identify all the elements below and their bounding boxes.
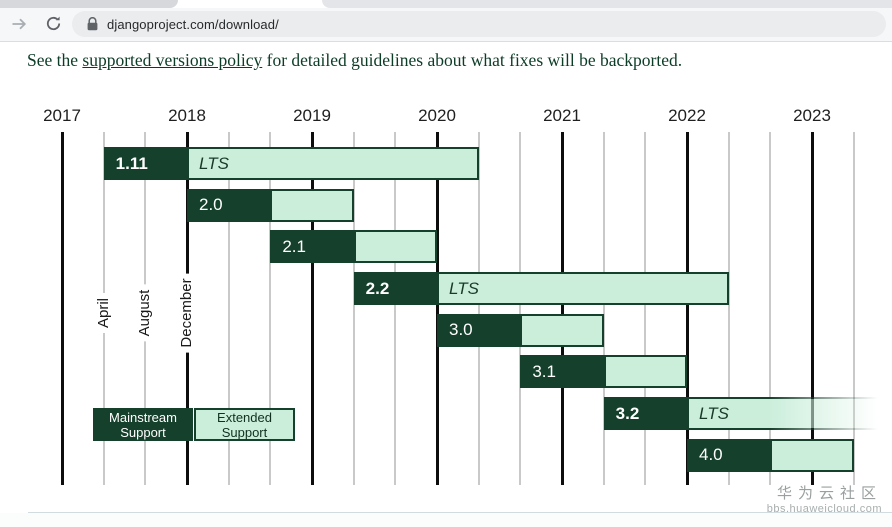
gridline-year	[60, 132, 64, 485]
lts-label: LTS	[199, 153, 229, 173]
extended-bar-4.0	[770, 438, 854, 472]
extended-bar-3.2: LTS	[687, 397, 892, 431]
gridline-minor	[394, 132, 397, 485]
intro-suffix: for detailed guidelines about what fixes…	[262, 50, 683, 70]
version-label: 3.0	[449, 320, 473, 340]
mainstream-bar-3.1: 3.1	[520, 355, 604, 389]
month-label: December	[178, 273, 196, 353]
inactive-tab-left[interactable]	[0, 0, 178, 8]
extended-bar-2.0	[270, 188, 354, 222]
version-label: 4.0	[699, 445, 723, 465]
year-label: 2022	[668, 106, 706, 125]
mainstream-bar-2.2: 2.2	[353, 272, 437, 305]
mainstream-bar-4.0: 4.0	[687, 438, 771, 472]
gridline-year	[560, 132, 564, 485]
mainstream-bar-2.1: 2.1	[270, 230, 354, 264]
mainstream-bar-2.0: 2.0	[187, 188, 271, 222]
extended-bar-3.1	[603, 355, 687, 389]
gridline-minor	[769, 132, 772, 485]
browser-toolbar: djangoproject.com/download/	[0, 8, 892, 42]
extended-bar-2.1	[353, 230, 437, 264]
version-label: 2.1	[282, 236, 306, 256]
gridline-minor	[602, 132, 605, 485]
watermark-title: 华为云社区	[776, 485, 882, 502]
intro-text: See the supported versions policy for de…	[27, 50, 682, 71]
gridline-minor	[352, 132, 355, 485]
gridline-minor	[477, 132, 480, 485]
url-text: djangoproject.com/download/	[107, 16, 279, 32]
year-label: 2023	[793, 106, 831, 125]
chart-legend: Mainstream Support Extended Support	[93, 408, 295, 441]
version-label: 3.1	[532, 361, 556, 381]
url-bar[interactable]: djangoproject.com/download/	[72, 11, 886, 37]
extended-bar-3.0	[520, 313, 604, 347]
watermark: 华为云社区 bbs.huaweicloud.com	[767, 484, 882, 516]
gridline-year	[310, 132, 314, 485]
gridline-minor	[227, 132, 230, 485]
version-label: 3.2	[615, 403, 640, 423]
mainstream-bar-3.2: 3.2	[603, 397, 687, 431]
year-label: 2019	[293, 106, 331, 125]
year-label: 2017	[43, 106, 81, 125]
version-label: 2.2	[365, 278, 390, 298]
year-label: 2020	[418, 106, 456, 125]
gridline-minor	[644, 132, 647, 485]
extended-bar-2.2: LTS	[437, 272, 729, 305]
lts-label: LTS	[699, 403, 729, 423]
intro-prefix: See the	[27, 50, 83, 70]
inactive-tab-right[interactable]	[322, 0, 892, 8]
year-label: 2021	[543, 106, 581, 125]
browser-tab-strip	[0, 0, 892, 8]
reload-icon[interactable]	[45, 15, 63, 33]
lts-label: LTS	[449, 278, 479, 298]
forward-icon[interactable]	[10, 15, 28, 33]
month-label: August	[136, 284, 155, 342]
lock-icon[interactable]	[87, 17, 98, 31]
gridline-minor	[852, 132, 855, 485]
gridline-year	[810, 132, 814, 485]
legend-extended-support: Extended Support	[194, 408, 295, 441]
gridline-minor	[269, 132, 272, 485]
supported-versions-policy-link[interactable]: supported versions policy	[82, 50, 263, 70]
mainstream-bar-1.11: 1.11	[103, 147, 187, 180]
gridline-minor	[519, 132, 522, 485]
watermark-subtitle: bbs.huaweicloud.com	[766, 503, 882, 515]
gridline-year	[435, 132, 439, 485]
page-bottom-strip	[0, 513, 892, 527]
month-label: April	[94, 292, 113, 334]
version-label: 2.0	[199, 195, 223, 215]
version-label: 1.11	[115, 153, 148, 173]
extended-bar-1.11: LTS	[187, 147, 479, 180]
page-divider	[28, 512, 892, 513]
gridline-year	[685, 132, 689, 485]
mainstream-bar-3.0: 3.0	[437, 313, 521, 347]
year-label: 2018	[168, 106, 206, 125]
legend-mainstream-support: Mainstream Support	[93, 408, 193, 441]
gridline-minor	[727, 132, 730, 485]
